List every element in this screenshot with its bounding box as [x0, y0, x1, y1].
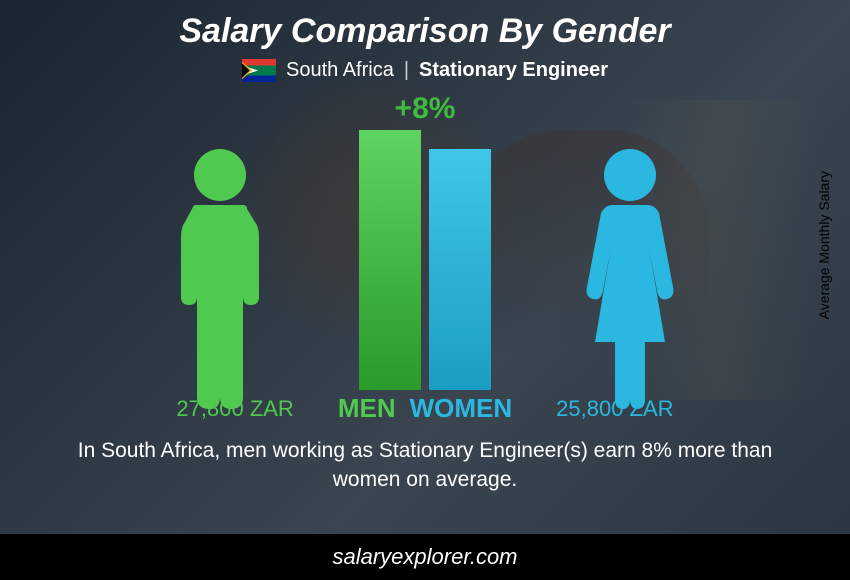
- bar-women: [429, 149, 491, 390]
- label-men: MEN: [338, 393, 396, 424]
- separator: |: [404, 59, 409, 82]
- woman-icon: [565, 147, 695, 412]
- footer: salaryexplorer.com: [0, 534, 850, 580]
- job-title: Stationary Engineer: [419, 59, 608, 82]
- flag-south-africa: [242, 59, 276, 82]
- bar-men: [359, 130, 421, 390]
- man-icon: [155, 147, 285, 412]
- subtitle-row: South Africa | Stationary Engineer: [0, 59, 850, 82]
- salary-women: 25,800 ZAR: [556, 396, 673, 422]
- page-title: Salary Comparison By Gender: [0, 0, 850, 51]
- bars-container: [359, 130, 491, 390]
- country-label: South Africa: [286, 59, 394, 82]
- chart-area: +8% 27,800 ZAR MEN WOMEN 25,800 ZAR: [0, 92, 850, 432]
- labels-row: 27,800 ZAR MEN WOMEN 25,800 ZAR: [0, 393, 850, 424]
- salary-men: 27,800 ZAR: [176, 396, 293, 422]
- description: In South Africa, men working as Stationa…: [0, 436, 850, 495]
- label-women: WOMEN: [410, 393, 513, 424]
- difference-label: +8%: [395, 92, 456, 126]
